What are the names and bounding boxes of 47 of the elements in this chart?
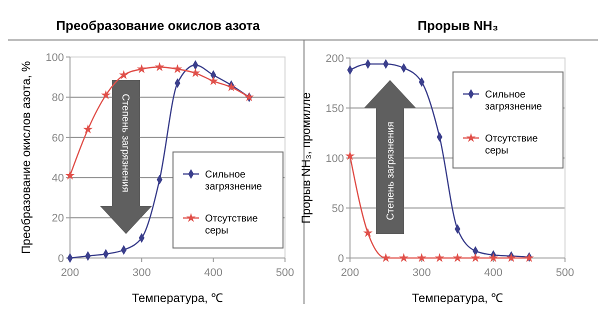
point (416, 253, 426, 262)
y-tick-label: 100 (46, 52, 64, 64)
chart-title: Прорыв NH₃ (418, 18, 498, 33)
point (363, 228, 373, 238)
legend-label: Отсутствие серы (205, 214, 258, 236)
y-tick-label: 0 (58, 252, 64, 265)
point (136, 64, 146, 74)
point (345, 151, 355, 160)
x-tick-label: 500 (276, 267, 294, 279)
y-tick-label: 60 (52, 132, 64, 144)
point (190, 68, 200, 78)
annotation: Степень загрязнения (120, 94, 130, 192)
point (154, 62, 164, 72)
x-tick-label: 300 (412, 267, 431, 279)
y-tick-label: 80 (52, 92, 64, 104)
point (101, 90, 111, 100)
y-tick-label: 50 (332, 202, 344, 215)
point (208, 76, 218, 86)
x-tick-label: 400 (204, 267, 223, 279)
y-tick-label: 100 (326, 152, 344, 165)
annotation: Степень загрязнения (386, 122, 396, 220)
point (65, 170, 75, 180)
x-tick-label: 300 (132, 267, 151, 279)
point (399, 253, 408, 262)
point (83, 124, 93, 134)
legend-label: Отсутствие серы (485, 134, 538, 156)
point (488, 253, 498, 262)
y-tick-label: 20 (52, 212, 64, 225)
legend-label: Сильное загрязнение (485, 90, 542, 112)
y-axis-title: Прорыв NH₃, промилле (299, 92, 313, 224)
point (381, 253, 391, 262)
chart-title: Преобразование окислов азота (56, 18, 261, 33)
point (470, 253, 480, 262)
x-tick-label: 200 (340, 267, 360, 279)
y-tick-label: 200 (326, 52, 344, 65)
point (172, 64, 182, 74)
y-tick-label: 150 (326, 102, 344, 115)
point (452, 253, 462, 262)
y-tick-label: 40 (52, 172, 64, 184)
point (119, 70, 128, 80)
point (434, 253, 444, 262)
legend-label: Сильное загрязнение (205, 170, 262, 192)
x-tick-label: 200 (60, 267, 80, 279)
y-tick-label: 0 (338, 252, 344, 265)
x-tick-label: 500 (556, 267, 574, 279)
x-tick-label: 400 (484, 267, 503, 279)
y-axis-title: Преобразование окислов азота, % (19, 60, 33, 254)
